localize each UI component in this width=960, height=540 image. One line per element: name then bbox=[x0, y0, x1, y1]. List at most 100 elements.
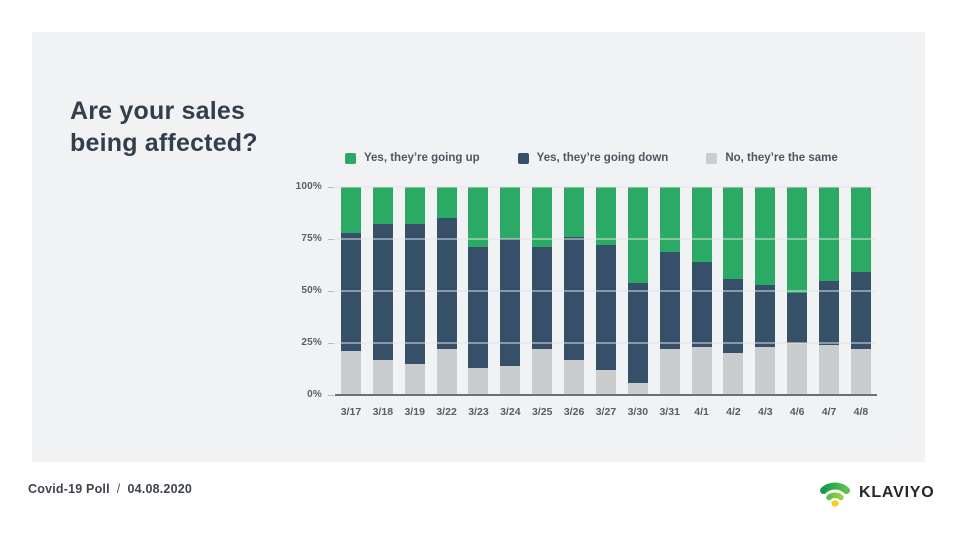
footer-date: 04.08.2020 bbox=[127, 482, 193, 496]
bar-column: 4/6 bbox=[781, 187, 813, 418]
y-axis-label: 100% bbox=[295, 181, 322, 192]
bar-segment bbox=[468, 187, 489, 248]
plot-area: 3/17 3/18 3/19 3/22 3/23 3/24 3/25 3/26 3/27 3/30… bbox=[296, 181, 877, 418]
bar-segment bbox=[372, 359, 393, 395]
bar-segment bbox=[819, 345, 840, 395]
bar-segment bbox=[627, 282, 648, 383]
y-axis-label: 75% bbox=[301, 233, 322, 244]
bar-segment bbox=[850, 349, 871, 395]
bar-segment bbox=[723, 278, 744, 354]
stacked-bar bbox=[787, 187, 808, 395]
stacked-bar bbox=[404, 187, 425, 395]
stacked-bar bbox=[468, 187, 489, 395]
x-axis-label: 3/17 bbox=[340, 406, 362, 418]
bar-segment bbox=[500, 365, 521, 395]
bar-segment bbox=[404, 363, 425, 395]
bar-segment bbox=[372, 187, 393, 225]
bar-segment bbox=[532, 187, 553, 248]
bar-segment bbox=[500, 239, 521, 366]
bar-segment bbox=[691, 347, 712, 395]
legend-swatch-the-same bbox=[706, 152, 718, 164]
bar-segment bbox=[723, 353, 744, 395]
stacked-bar bbox=[564, 187, 585, 395]
y-axis-tick bbox=[328, 343, 334, 344]
gridline bbox=[335, 186, 877, 188]
stacked-bar bbox=[372, 187, 393, 395]
legend-swatch-going-up bbox=[345, 152, 356, 164]
x-axis-label: 3/27 bbox=[595, 406, 617, 418]
x-axis-label: 3/22 bbox=[436, 406, 457, 418]
bar-column: 3/27 bbox=[590, 187, 622, 418]
bar-segment bbox=[755, 347, 776, 395]
bar-segment bbox=[436, 349, 457, 395]
bar-segment bbox=[755, 284, 776, 348]
bar-segment bbox=[787, 187, 808, 294]
y-axis-tick bbox=[328, 239, 334, 240]
legend-label-going-down: Yes, they’re going down bbox=[536, 152, 669, 164]
bar-segment bbox=[468, 247, 489, 368]
bar-segment bbox=[436, 187, 457, 219]
bar-segment bbox=[787, 343, 808, 395]
bar-segment bbox=[850, 272, 871, 350]
brand-wordmark: KLAVIYO bbox=[859, 483, 935, 501]
legend-label-going-up: Yes, they’re going up bbox=[364, 152, 480, 164]
y-axis-tick bbox=[328, 291, 334, 292]
stacked-bar bbox=[755, 187, 776, 395]
x-axis-label: 3/31 bbox=[659, 406, 680, 418]
stacked-bar bbox=[691, 187, 712, 395]
bar-column: 3/19 bbox=[399, 187, 431, 418]
legend-swatch-going-down bbox=[517, 152, 529, 164]
stacked-bar bbox=[340, 187, 361, 395]
bar-segment bbox=[627, 382, 648, 395]
legend-item-going-up: Yes, they’re going up bbox=[345, 152, 480, 164]
bar-segment bbox=[787, 293, 808, 343]
bar-segment bbox=[372, 224, 393, 360]
bar-segment bbox=[340, 351, 361, 395]
x-axis-label: 4/7 bbox=[821, 406, 837, 418]
gridline bbox=[335, 238, 877, 240]
bar-column: 4/1 bbox=[686, 187, 718, 418]
footer-separator: / bbox=[116, 482, 121, 496]
y-axis-tick bbox=[328, 395, 334, 396]
stacked-bar bbox=[532, 187, 553, 395]
bar-column: 3/18 bbox=[367, 187, 399, 418]
gridline bbox=[335, 290, 877, 292]
footer-label: Covid-19 Poll bbox=[28, 482, 110, 496]
bar-segment bbox=[595, 370, 616, 395]
bar-column: 3/22 bbox=[431, 187, 463, 418]
bar-column: 4/3 bbox=[749, 187, 781, 418]
bar-column: 3/24 bbox=[494, 187, 526, 418]
legend-item-the-same: No, they’re the same bbox=[706, 152, 838, 164]
bar-segment bbox=[340, 232, 361, 352]
bar-segment bbox=[659, 349, 680, 395]
bar-segment bbox=[532, 247, 553, 350]
x-axis-label: 4/1 bbox=[694, 406, 709, 418]
bar-segment bbox=[595, 187, 616, 246]
bar-column: 3/31 bbox=[654, 187, 686, 418]
x-axis-label: 4/6 bbox=[789, 406, 805, 418]
stacked-bar bbox=[723, 187, 744, 395]
x-axis-label: 3/24 bbox=[500, 406, 521, 418]
bar-segment bbox=[723, 187, 744, 279]
bar-segment bbox=[627, 187, 648, 283]
bar-column: 3/26 bbox=[558, 187, 590, 418]
bar-segment bbox=[850, 187, 871, 273]
legend-item-going-down: Yes, they’re going down bbox=[517, 152, 669, 164]
x-axis-label: 4/2 bbox=[726, 406, 741, 418]
bar-segment bbox=[532, 349, 553, 395]
bar-column: 3/23 bbox=[463, 187, 495, 418]
bar-segment bbox=[659, 187, 680, 252]
bar-segment bbox=[340, 187, 361, 233]
bar-segment bbox=[436, 218, 457, 350]
x-axis-label: 3/18 bbox=[372, 406, 394, 418]
x-axis-label: 3/19 bbox=[404, 406, 425, 418]
bar-column: 3/17 bbox=[335, 187, 367, 418]
stacked-bar bbox=[500, 187, 521, 395]
y-axis-label: 0% bbox=[307, 389, 322, 400]
y-axis-label: 50% bbox=[301, 285, 322, 296]
stacked-bar bbox=[436, 187, 457, 395]
y-axis-tick bbox=[328, 187, 334, 188]
stacked-bar bbox=[627, 187, 648, 395]
bar-segment bbox=[564, 236, 585, 360]
page-title: Are your sales being affected? bbox=[70, 97, 258, 157]
